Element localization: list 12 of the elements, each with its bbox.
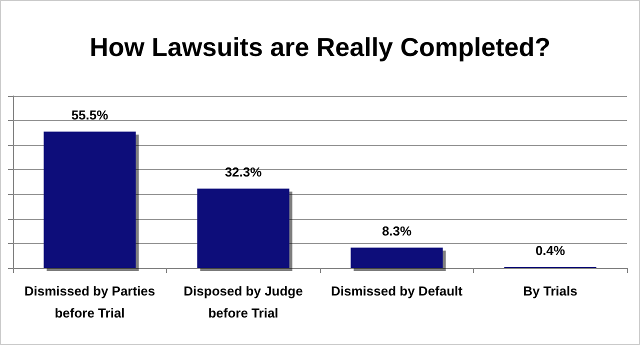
bar xyxy=(197,188,290,268)
bar xyxy=(350,248,443,268)
data-label: 32.3% xyxy=(224,164,262,180)
x-tick-label: Dismissed by Parties before Trial xyxy=(24,284,156,320)
chart-title: How Lawsuits are Really Completed? xyxy=(90,32,550,62)
x-tick-label: By Trials xyxy=(523,284,578,298)
data-label: 8.3% xyxy=(382,224,412,239)
x-tick-label: Dismissed by Default xyxy=(331,284,464,298)
x-tick-label: Disposed by Judge before Trial xyxy=(184,284,303,320)
data-label: 0.4% xyxy=(535,243,566,258)
bar xyxy=(44,132,136,268)
data-label: 55.5% xyxy=(71,108,109,123)
